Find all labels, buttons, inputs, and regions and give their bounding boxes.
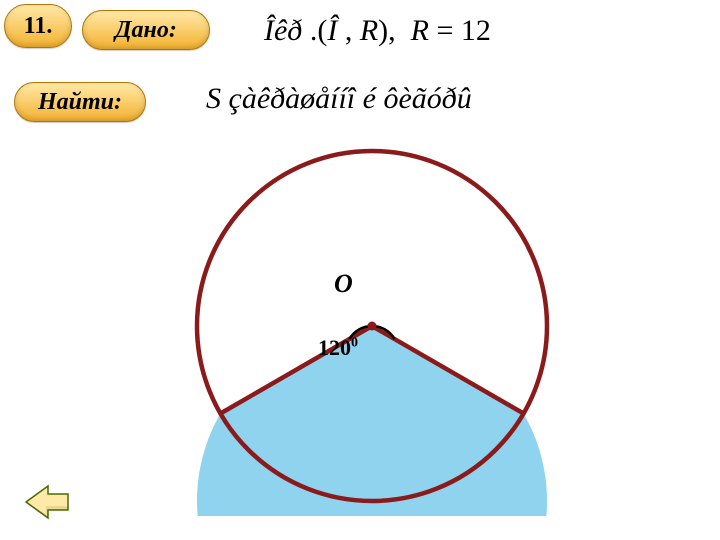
find-label-pill: Найти: bbox=[14, 82, 146, 122]
circle-diagram bbox=[182, 136, 562, 516]
given-expression: Îêð .(Î , R), R = 12 bbox=[264, 14, 491, 48]
center-point-label: O bbox=[334, 269, 353, 299]
central-angle-label: 1200 bbox=[318, 335, 358, 361]
circle-svg bbox=[182, 136, 562, 516]
angle-degree-sup: 0 bbox=[351, 336, 358, 351]
given-expression-text: Îêð .(Î , R), R = 12 bbox=[264, 14, 491, 47]
problem-number-badge: 11. bbox=[4, 4, 72, 48]
back-arrow-icon bbox=[24, 484, 70, 520]
given-label-pill: Дано: bbox=[82, 10, 210, 50]
angle-value: 120 bbox=[318, 335, 351, 360]
back-button[interactable] bbox=[24, 484, 70, 520]
find-expression: S çàêðàøåííî é ôèãóðû bbox=[206, 82, 472, 116]
